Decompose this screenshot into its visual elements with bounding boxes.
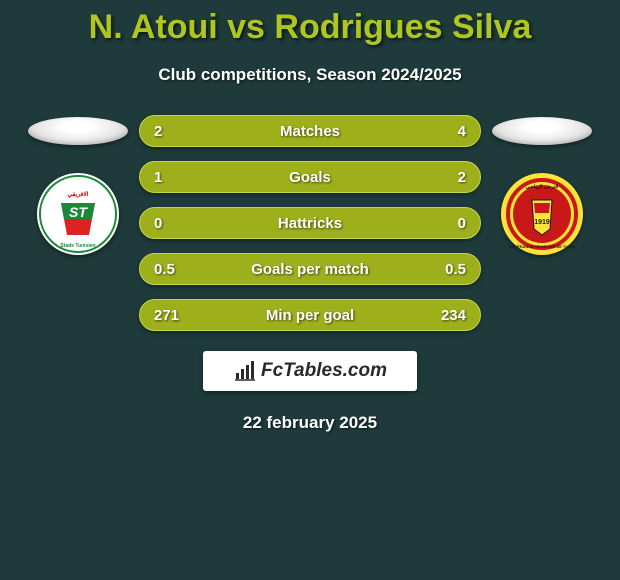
player-left-avatar bbox=[28, 117, 128, 145]
stat-right-value: 4 bbox=[458, 123, 466, 140]
right-player-col: الترجي الرياضي 1919 ESPÉRANCE SPORTIVE D… bbox=[491, 115, 593, 255]
svg-text:الترجي الرياضي: الترجي الرياضي bbox=[526, 184, 559, 190]
bar-chart-icon bbox=[233, 359, 257, 383]
page-title: N. Atoui vs Rodrigues Silva bbox=[0, 8, 620, 47]
player-right-avatar bbox=[492, 117, 592, 145]
stat-right-value: 2 bbox=[458, 169, 466, 186]
svg-text:الافريقي: الافريقي bbox=[68, 191, 89, 198]
svg-text:ESPÉRANCE SPORTIVE DE TUNIS: ESPÉRANCE SPORTIVE DE TUNIS bbox=[509, 244, 575, 249]
stat-left-value: 1 bbox=[154, 169, 162, 186]
svg-text:Stade Tunisien: Stade Tunisien bbox=[60, 243, 95, 249]
stat-left-value: 271 bbox=[154, 307, 179, 324]
stat-label: Min per goal bbox=[266, 307, 354, 324]
stat-right-value: 0 bbox=[458, 215, 466, 232]
club-badge-left-svg: الافريقي ST Stade Tunisien bbox=[37, 173, 119, 255]
club-badge-left: الافريقي ST Stade Tunisien bbox=[37, 173, 119, 255]
stat-label: Goals per match bbox=[251, 261, 369, 278]
club-badge-right-svg: الترجي الرياضي 1919 ESPÉRANCE SPORTIVE D… bbox=[501, 173, 583, 255]
brand-panel: FcTables.com bbox=[203, 351, 417, 391]
stat-left-value: 0.5 bbox=[154, 261, 175, 278]
svg-text:1919: 1919 bbox=[534, 219, 550, 226]
stat-bar: 0 Hattricks 0 bbox=[139, 207, 481, 239]
stat-left-value: 2 bbox=[154, 123, 162, 140]
stats-column: 2 Matches 4 1 Goals 2 0 Hattricks 0 0.5 Goals per … bbox=[139, 115, 481, 331]
svg-text:ST: ST bbox=[69, 204, 88, 220]
main-row: الافريقي ST Stade Tunisien 2 Matches 4 1 Goa… bbox=[0, 115, 620, 331]
stat-bar: 1 Goals 2 bbox=[139, 161, 481, 193]
stat-bar: 2 Matches 4 bbox=[139, 115, 481, 147]
left-player-col: الافريقي ST Stade Tunisien bbox=[27, 115, 129, 255]
club-badge-right: الترجي الرياضي 1919 ESPÉRANCE SPORTIVE D… bbox=[501, 173, 583, 255]
infographic-root: N. Atoui vs Rodrigues Silva Club competi… bbox=[0, 0, 620, 433]
stat-bar: 0.5 Goals per match 0.5 bbox=[139, 253, 481, 285]
stat-label: Hattricks bbox=[278, 215, 342, 232]
stat-right-value: 234 bbox=[441, 307, 466, 324]
stat-label: Goals bbox=[289, 169, 331, 186]
stat-bar: 271 Min per goal 234 bbox=[139, 299, 481, 331]
brand-text: FcTables.com bbox=[261, 360, 387, 382]
page-subtitle: Club competitions, Season 2024/2025 bbox=[0, 65, 620, 85]
stat-left-value: 0 bbox=[154, 215, 162, 232]
date-line: 22 february 2025 bbox=[0, 413, 620, 433]
stat-right-value: 0.5 bbox=[445, 261, 466, 278]
stat-label: Matches bbox=[280, 123, 340, 140]
